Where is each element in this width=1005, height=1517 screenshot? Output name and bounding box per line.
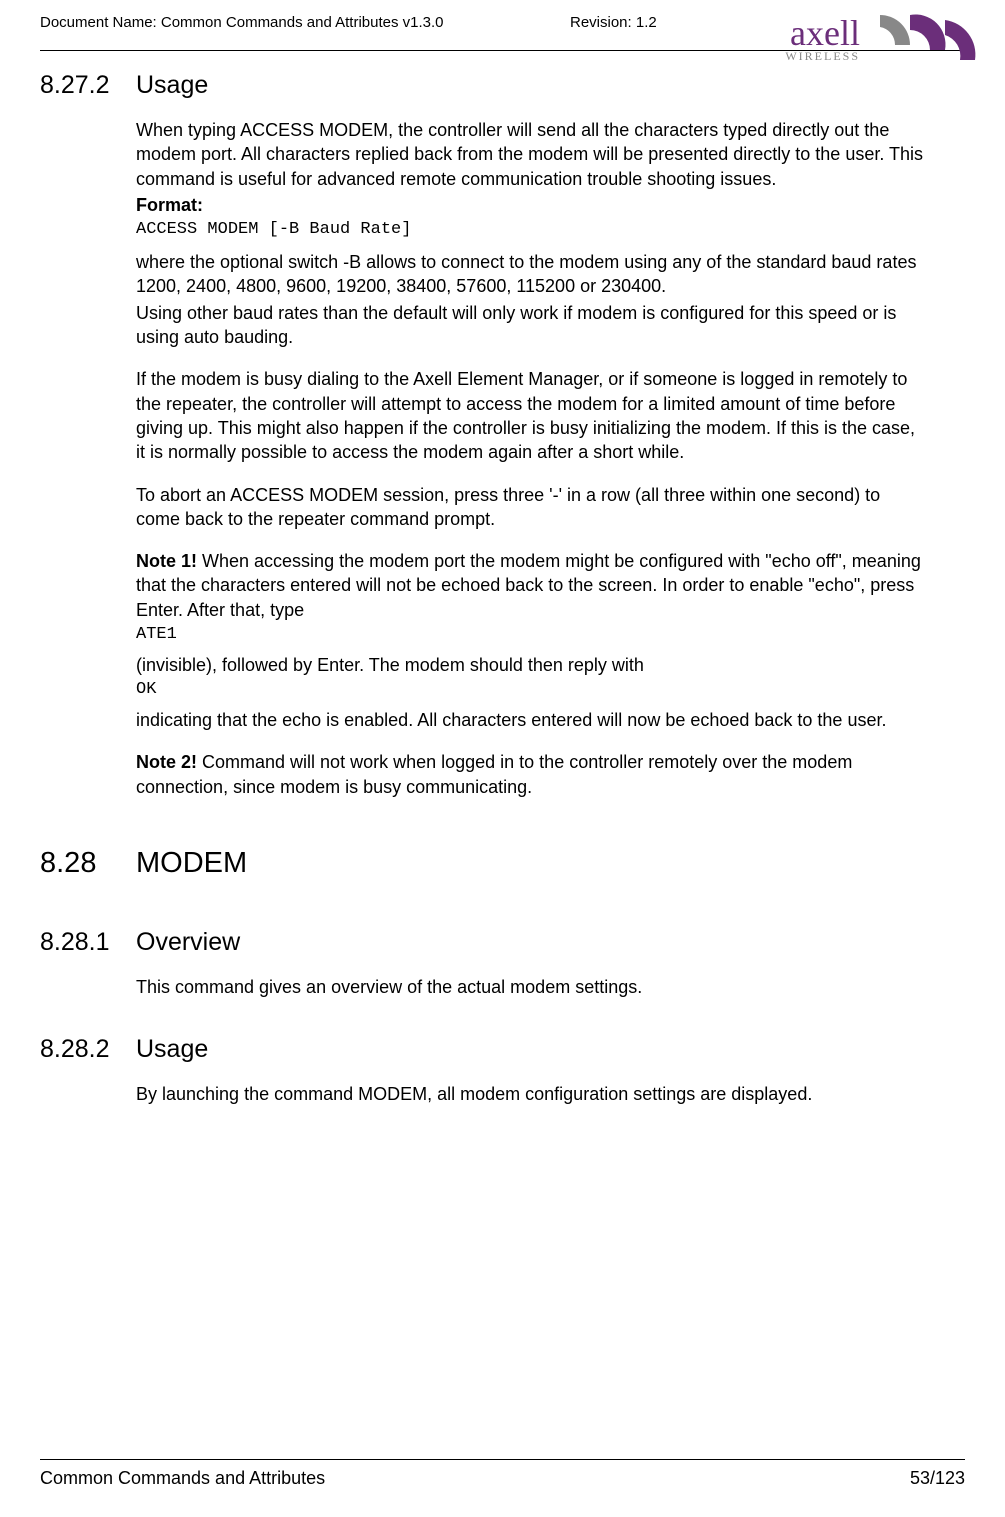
revision: Revision: 1.2 (570, 14, 657, 31)
section-number: 8.28 (40, 847, 136, 880)
paragraph: indicating that the echo is enabled. All… (136, 708, 925, 732)
body-8-28-1: This command gives an overview of the ac… (136, 975, 925, 999)
section-title: Overview (136, 928, 240, 957)
note-label: Note 2! (136, 752, 197, 772)
code-ate1: ATE1 (136, 624, 925, 647)
note-1: Note 1! When accessing the modem port th… (136, 549, 925, 622)
paragraph: By launching the command MODEM, all mode… (136, 1082, 925, 1106)
note-text: Command will not work when logged in to … (136, 752, 852, 796)
svg-text:WIRELESS: WIRELESS (785, 49, 860, 63)
paragraph: When typing ACCESS MODEM, the controller… (136, 118, 925, 191)
body-8-28-2: By launching the command MODEM, all mode… (136, 1082, 925, 1106)
svg-text:axell: axell (790, 13, 860, 53)
paragraph: Using other baud rates than the default … (136, 301, 925, 350)
axell-logo: axell WIRELESS (745, 5, 985, 75)
footer-title: Common Commands and Attributes (40, 1468, 325, 1489)
doc-name: Document Name: Common Commands and Attri… (40, 10, 444, 31)
code-ok: OK (136, 679, 925, 702)
section-number: 8.28.1 (40, 928, 136, 957)
section-title: Usage (136, 71, 208, 100)
section-number: 8.27.2 (40, 71, 136, 100)
section-8-28: 8.28 MODEM (40, 847, 965, 880)
section-number: 8.28.2 (40, 1035, 136, 1064)
page-footer: Common Commands and Attributes 53/123 (40, 1459, 965, 1489)
note-2: Note 2! Command will not work when logge… (136, 750, 925, 799)
page-header: Document Name: Common Commands and Attri… (40, 10, 965, 70)
code-format: ACCESS MODEM [-B Baud Rate] (136, 219, 925, 242)
paragraph: This command gives an overview of the ac… (136, 975, 925, 999)
paragraph: (invisible), followed by Enter. The mode… (136, 653, 925, 677)
section-8-28-2: 8.28.2 Usage (40, 1035, 965, 1064)
page: Document Name: Common Commands and Attri… (0, 0, 1005, 1517)
note-text: When accessing the modem port the modem … (136, 551, 921, 620)
section-8-28-1: 8.28.1 Overview (40, 928, 965, 957)
note-label: Note 1! (136, 551, 197, 571)
paragraph: where the optional switch -B allows to c… (136, 250, 925, 299)
paragraph: If the modem is busy dialing to the Axel… (136, 367, 925, 464)
section-title: MODEM (136, 847, 247, 880)
page-number: 53/123 (910, 1468, 965, 1489)
section-8-27-2: 8.27.2 Usage (40, 71, 965, 100)
paragraph: To abort an ACCESS MODEM session, press … (136, 483, 925, 532)
footer-rule (40, 1459, 965, 1460)
body-8-27-2: When typing ACCESS MODEM, the controller… (136, 118, 925, 799)
section-title: Usage (136, 1035, 208, 1064)
format-label: Format: (136, 193, 925, 217)
